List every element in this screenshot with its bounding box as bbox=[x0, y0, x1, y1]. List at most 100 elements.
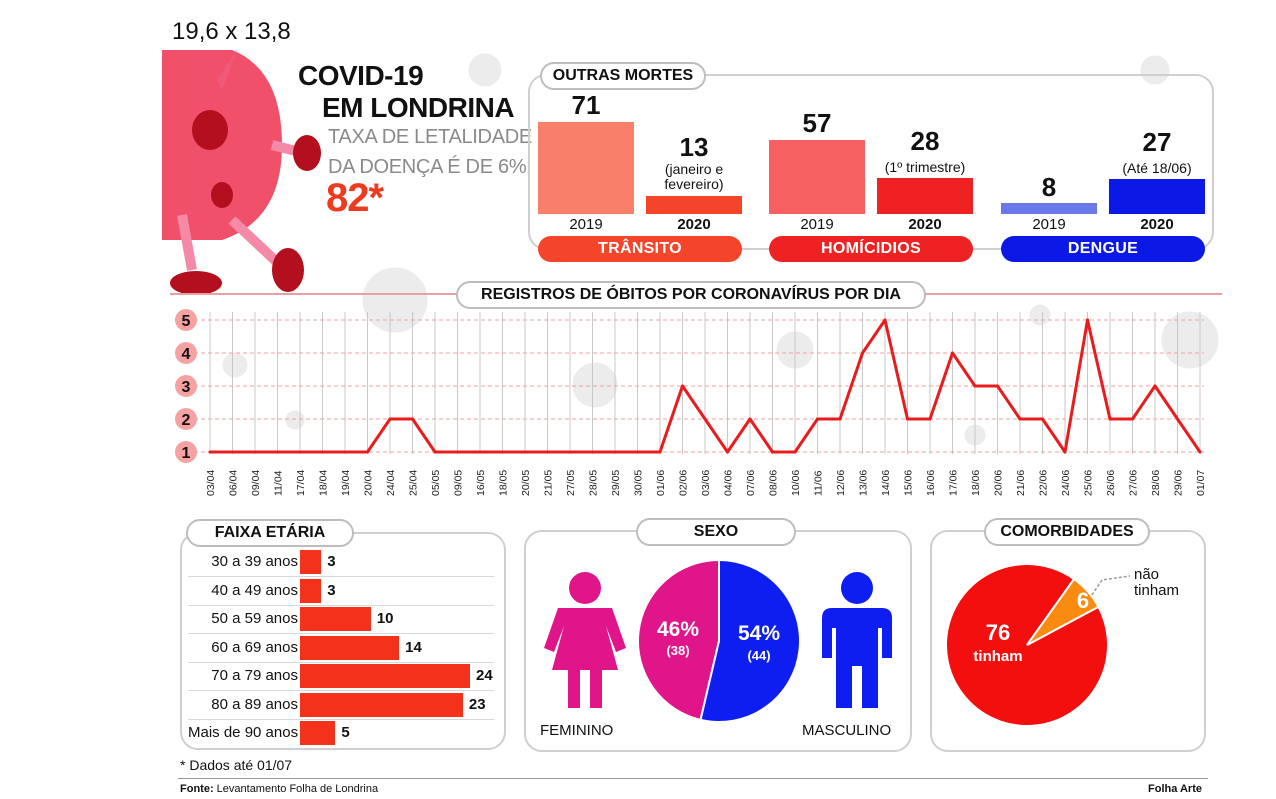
x-tick-label: 20/04 bbox=[363, 470, 375, 496]
homicidios-year-2020: 2020 bbox=[908, 216, 942, 233]
data-point bbox=[1153, 384, 1157, 388]
homicidios-2020-note: (1º trimestre) bbox=[884, 159, 966, 175]
homicidios-label: HOMÍCIDIOS bbox=[769, 236, 973, 262]
age-group-label: 40 a 49 anos bbox=[211, 581, 298, 599]
age-group-value: 3 bbox=[327, 581, 336, 599]
lethality-line2: DA DOENÇA É DE 6% bbox=[328, 156, 527, 178]
data-point bbox=[1018, 417, 1022, 421]
x-tick-label: 27/05 bbox=[565, 470, 577, 496]
age-group-label: 80 a 89 anos bbox=[211, 695, 298, 713]
x-tick-label: 15/06 bbox=[903, 470, 915, 496]
footer-rule bbox=[178, 778, 1208, 779]
data-point bbox=[658, 450, 662, 454]
data-point bbox=[501, 450, 504, 454]
nao-tinham-value: 6 bbox=[1076, 588, 1090, 613]
data-point bbox=[951, 351, 954, 355]
y-tick-label: 3 bbox=[182, 379, 191, 396]
bg-virus-2 bbox=[572, 362, 618, 408]
female-figure-icon bbox=[544, 572, 626, 708]
tinham-label: tinham bbox=[973, 648, 1023, 665]
age-group-value: 3 bbox=[327, 553, 336, 570]
data-point bbox=[636, 450, 639, 454]
feminino-label: FEMININO bbox=[540, 722, 614, 739]
x-tick-label: 02/06 bbox=[678, 470, 690, 496]
x-tick-label: 07/06 bbox=[745, 470, 757, 496]
transito-year-2020: 2020 bbox=[677, 216, 711, 233]
homicidios-year-2019: 2019 bbox=[800, 216, 834, 233]
transito-2020-value: 13 bbox=[679, 132, 709, 162]
age-group-label: 60 a 69 anos bbox=[211, 638, 298, 656]
x-tick-label: 06/04 bbox=[228, 470, 240, 496]
comorbidades-title: COMORBIDADES bbox=[984, 518, 1150, 546]
data-point bbox=[816, 417, 819, 421]
pie-slice-feminino bbox=[637, 558, 720, 722]
bg-virus-10 bbox=[1140, 55, 1170, 85]
print-size-note: 19,6 x 13,8 bbox=[172, 18, 291, 45]
x-tick-label: 11/04 bbox=[273, 470, 285, 496]
row-separator bbox=[188, 604, 494, 606]
x-tick-label: 08/06 bbox=[768, 470, 780, 496]
x-tick-label: 29/05 bbox=[610, 470, 622, 496]
data-point bbox=[928, 417, 932, 421]
data-point bbox=[793, 450, 797, 454]
data-point bbox=[1176, 417, 1179, 421]
x-tick-label: 16/05 bbox=[475, 470, 487, 496]
x-tick-label: 18/05 bbox=[498, 470, 510, 496]
nao-tinham-label-line2: tinham bbox=[1134, 582, 1180, 599]
transito-label: TRÂNSITO bbox=[538, 236, 742, 262]
x-tick-label: 13/06 bbox=[858, 470, 870, 496]
age-group-bar bbox=[300, 550, 322, 574]
x-tick-label: 25/04 bbox=[408, 470, 420, 496]
x-tick-label: 27/06 bbox=[1128, 470, 1140, 496]
tinham-value: 76 bbox=[985, 620, 1011, 645]
feminino-percent: 46% bbox=[656, 618, 700, 641]
source-credit: Fonte: Levantamento Folha de Londrina bbox=[180, 783, 378, 795]
transito-year-2019: 2019 bbox=[569, 216, 603, 233]
art-credit: Folha Arte bbox=[1148, 783, 1202, 795]
data-point bbox=[1041, 417, 1044, 421]
y-tick-label: 2 bbox=[182, 412, 191, 429]
dengue-2020-value: 27 bbox=[1142, 127, 1172, 157]
data-point bbox=[1198, 450, 1202, 454]
data-point bbox=[456, 450, 459, 454]
data-point bbox=[681, 384, 684, 388]
dengue-2020-note: (Até 18/06) bbox=[1122, 160, 1192, 176]
data-point bbox=[523, 450, 527, 454]
callout-dash bbox=[1091, 575, 1131, 596]
main-title-line2: EM LONDRINA bbox=[322, 92, 515, 123]
age-group-bar bbox=[300, 664, 470, 688]
x-tick-label: 05/05 bbox=[430, 470, 442, 496]
data-point bbox=[613, 450, 617, 454]
transito-2020-bar bbox=[646, 196, 742, 214]
masculino-count: (44) bbox=[747, 648, 771, 663]
lethality-line1: TAXA DE LETALIDADE bbox=[328, 126, 532, 148]
daily-deaths-chart-title: REGISTROS DE ÓBITOS POR CORONAVÍRUS POR … bbox=[456, 281, 926, 309]
homicidios-2019-bar bbox=[769, 140, 865, 214]
data-point bbox=[208, 450, 212, 454]
x-tick-label: 25/06 bbox=[1083, 470, 1095, 496]
x-tick-label: 17/06 bbox=[948, 470, 960, 496]
age-group-label: 70 a 79 anos bbox=[211, 667, 298, 684]
data-point bbox=[568, 450, 572, 454]
main-title-line1: COVID-19 bbox=[298, 60, 424, 91]
x-tick-label: 28/06 bbox=[1150, 470, 1162, 496]
dengue-2020-bar bbox=[1109, 179, 1205, 214]
x-tick-label: 17/04 bbox=[295, 470, 307, 496]
data-point bbox=[366, 450, 369, 454]
dengue-2019-value: 8 bbox=[1041, 172, 1057, 202]
age-group-bar bbox=[300, 578, 322, 603]
transito-2019-value: 71 bbox=[571, 90, 601, 120]
virus-mascot-illustration bbox=[162, 50, 321, 295]
y-tick-label: 5 bbox=[182, 313, 191, 330]
data-point bbox=[861, 351, 864, 355]
outras-mortes-title: OUTRAS MORTES bbox=[540, 62, 706, 90]
x-tick-label: 18/04 bbox=[318, 470, 330, 496]
x-tick-label: 01/07 bbox=[1195, 470, 1207, 496]
data-point bbox=[748, 417, 752, 421]
data-point bbox=[1086, 318, 1089, 322]
age-group-value: 23 bbox=[468, 695, 486, 713]
homicidios-2019-value: 57 bbox=[802, 108, 832, 138]
transito-2019-bar bbox=[538, 122, 634, 214]
